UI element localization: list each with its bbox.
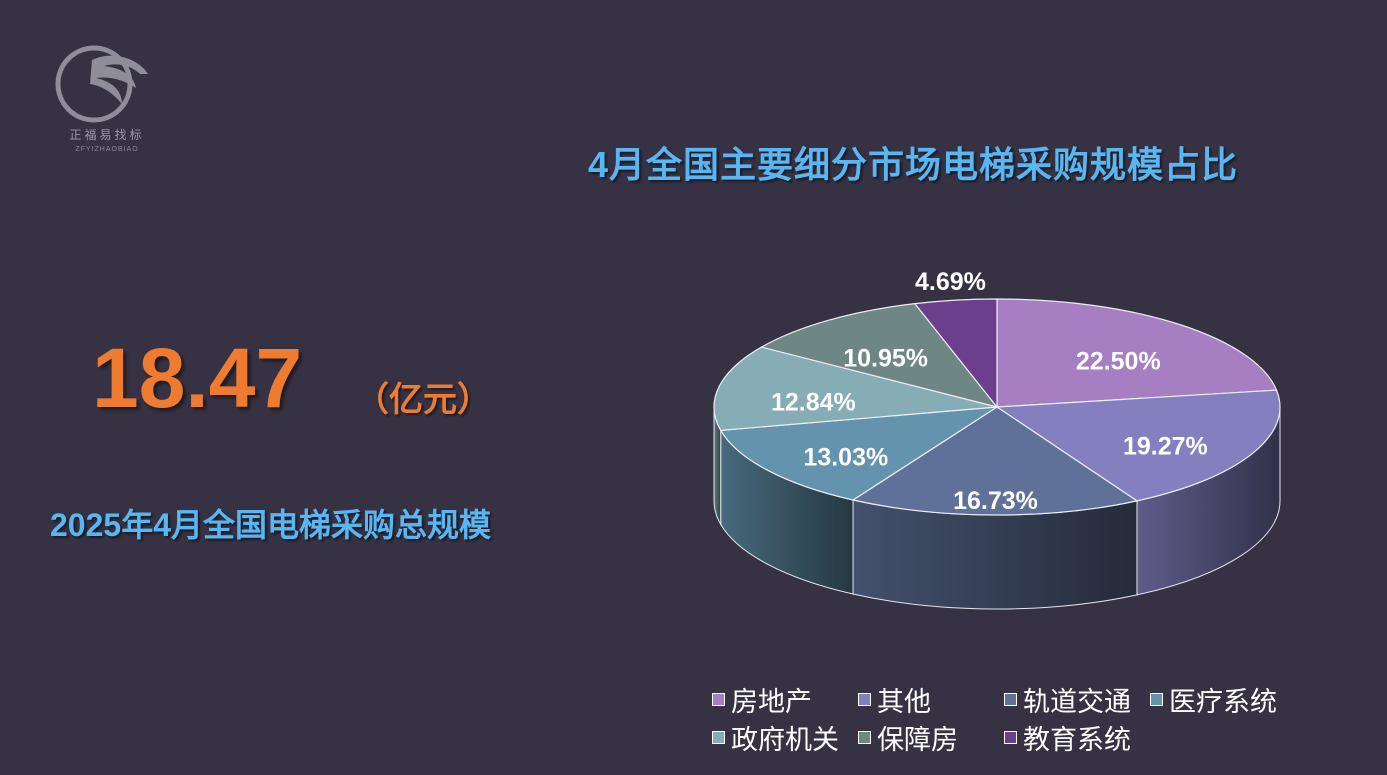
brand-logo: 正福易找标 ZFYIZHAOBIAO: [52, 40, 162, 160]
legend-swatch: [712, 693, 725, 706]
pie-slice-政府机关: [713, 346, 998, 432]
pie-slice-保障房: [759, 303, 999, 409]
pie-label-保障房: 10.95%: [843, 344, 928, 372]
pie-side-轨道交通: [852, 499, 1138, 610]
pie-slice-教育系统: [913, 298, 998, 409]
logo-text-en: ZFYIZHAOBIAO: [75, 146, 139, 153]
pie-top: [713, 298, 1281, 516]
legend-item-政府机关: 政府机关: [712, 718, 839, 757]
pie-slice-轨道交通: [851, 406, 1139, 516]
eagle-logo-icon: [55, 45, 148, 123]
logo-text-cn: 正福易找标: [69, 128, 145, 142]
pie-label-医疗系统: 13.03%: [803, 443, 888, 471]
legend-label: 医疗系统: [1169, 687, 1277, 717]
legend-label: 政府机关: [731, 725, 839, 755]
legend-label: 轨道交通: [1023, 687, 1131, 717]
legend-item-教育系统: 教育系统: [1004, 718, 1131, 757]
pie-side-walls: [713, 406, 1281, 610]
pie-labels: 22.50% 19.27% 16.73% 13.03% 12.84% 10.95% 4.69…: [771, 268, 1208, 515]
total-value: 18.47: [92, 331, 303, 425]
legend-item-其他: 其他: [858, 680, 931, 719]
pie-label-其他: 19.27%: [1123, 432, 1208, 460]
pie-label-政府机关: 12.84%: [771, 389, 856, 417]
legend-label: 保障房: [877, 725, 958, 755]
pie-label-教育系统: 4.69%: [915, 268, 986, 296]
pie-label-房地产: 22.50%: [1076, 347, 1161, 375]
legend-label: 其他: [877, 687, 931, 717]
legend-swatch: [1004, 731, 1017, 744]
legend-item-保障房: 保障房: [858, 718, 958, 757]
legend-swatch: [1150, 693, 1163, 706]
pie-slice-其他: [995, 389, 1281, 502]
legend-item-房地产: 房地产: [712, 680, 812, 719]
total-caption: 2025年4月全国电梯采购总规模: [50, 507, 491, 543]
pie-label-轨道交通: 16.73%: [953, 487, 1038, 515]
chart-title: 4月全国主要细分市场电梯采购规模占比: [588, 144, 1239, 185]
legend-item-医疗系统: 医疗系统: [1150, 680, 1277, 719]
legend-swatch: [1004, 693, 1017, 706]
legend-label: 教育系统: [1023, 725, 1131, 755]
legend-label: 房地产: [731, 687, 812, 717]
legend-swatch: [858, 693, 871, 706]
pie-slice-医疗系统: [719, 406, 998, 501]
legend-item-轨道交通: 轨道交通: [1004, 680, 1131, 719]
legend-swatch: [712, 731, 725, 744]
pie-slice-房地产: [996, 298, 1278, 408]
legend-swatch: [858, 731, 871, 744]
total-unit: （亿元）: [355, 381, 491, 419]
